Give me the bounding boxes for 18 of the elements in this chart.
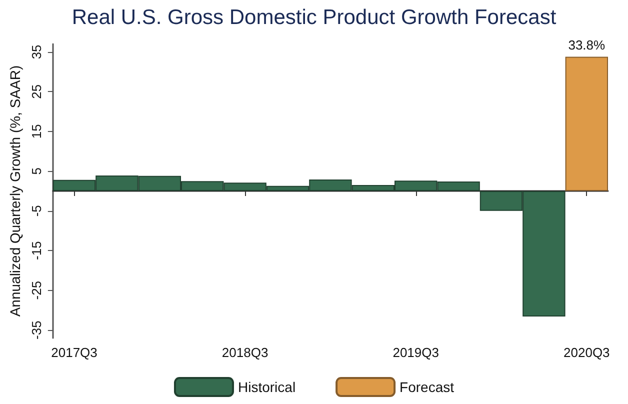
x-tick-label: 2017Q3 [51,345,98,360]
x-tick-label: 2019Q3 [392,345,439,360]
y-tick-label: -15 [28,241,44,260]
legend-label: Historical [238,379,296,395]
y-tick-label: 25 [28,84,44,99]
y-tick-label: 15 [28,124,44,139]
y-tick-label: 35 [28,44,44,60]
y-axis-title: Annualized Quarterly Growth (%, SAAR) [7,65,23,317]
y-tick-label: -35 [28,320,44,340]
legend-label: Forecast [400,379,454,395]
y-tick-label: -25 [28,280,44,300]
bar [565,56,608,191]
y-tick-label: 5 [28,168,44,175]
data-label: 33.8% [568,38,606,53]
y-tick-label: -5 [28,205,44,217]
x-tick-label: 2018Q3 [222,345,268,360]
x-tick-label: 2020Q3 [564,345,610,360]
chart-title: Real U.S. Gross Domestic Product Growth Forecast [72,6,556,29]
